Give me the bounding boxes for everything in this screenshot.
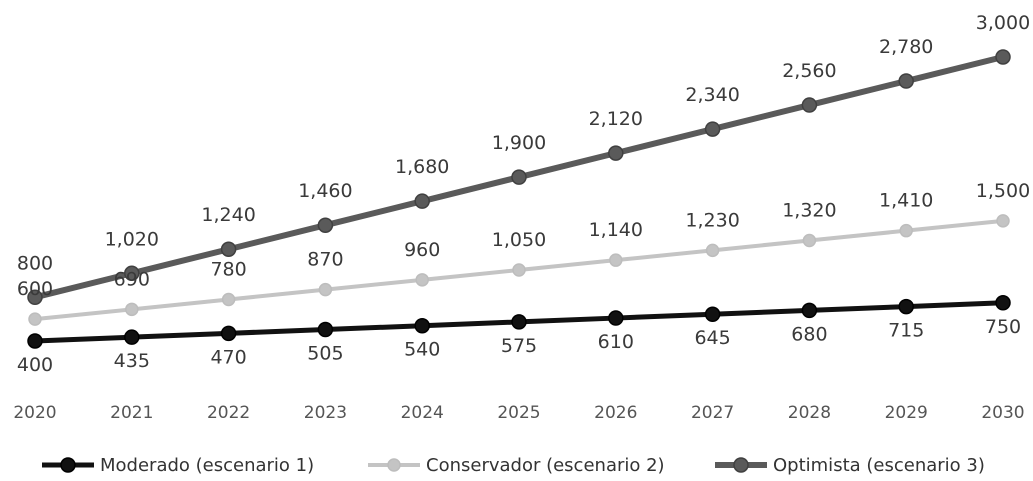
data-label-conservador: 1,230	[685, 209, 739, 231]
data-label-moderado: 435	[114, 350, 150, 372]
data-point-conservador	[28, 312, 42, 326]
data-point-optimista	[995, 49, 1011, 65]
data-label-moderado: 540	[404, 339, 440, 361]
data-label-optimista: 1,460	[298, 180, 352, 202]
legend-label: Moderado (escenario 1)	[100, 455, 314, 476]
x-tick-label: 2021	[110, 403, 153, 423]
x-tick-label: 2029	[885, 403, 928, 423]
x-tick-label: 2020	[13, 403, 56, 423]
data-label-moderado: 470	[210, 346, 246, 368]
data-label-optimista: 3,000	[976, 12, 1030, 34]
data-point-moderado	[220, 325, 237, 342]
x-tick-label: 2025	[497, 403, 540, 423]
data-label-moderado: 715	[888, 320, 924, 342]
data-label-optimista: 1,240	[201, 204, 255, 226]
x-tick-label: 2027	[691, 403, 734, 423]
data-point-optimista	[704, 121, 721, 137]
data-point-conservador	[125, 302, 139, 317]
data-point-optimista	[801, 97, 818, 113]
data-label-conservador: 960	[404, 239, 440, 261]
data-point-conservador	[996, 214, 1010, 228]
data-point-conservador	[705, 243, 720, 258]
data-point-optimista	[27, 289, 43, 306]
data-point-moderado	[511, 314, 527, 330]
data-point-moderado	[414, 317, 430, 334]
data-label-optimista: 2,340	[685, 84, 739, 106]
x-tick-label: 2026	[594, 403, 637, 423]
data-label-optimista: 800	[17, 252, 53, 274]
data-label-optimista: 2,560	[782, 60, 836, 82]
data-label-optimista: 1,020	[105, 228, 159, 250]
data-label-conservador: 780	[210, 258, 246, 280]
data-label-optimista: 1,900	[492, 132, 546, 154]
data-point-optimista	[898, 73, 914, 89]
legend-item-moderado: Moderado (escenario 1)	[42, 455, 314, 476]
legend-label: Optimista (escenario 3)	[773, 455, 985, 476]
data-point-moderado	[801, 302, 818, 319]
series-points	[27, 49, 1011, 349]
data-label-moderado: 680	[791, 323, 827, 345]
x-tick-label: 2022	[207, 403, 250, 423]
data-point-optimista	[414, 193, 430, 209]
data-point-conservador	[802, 233, 817, 248]
data-label-optimista: 2,780	[879, 36, 933, 58]
data-point-conservador	[318, 282, 333, 297]
data-point-conservador	[899, 223, 913, 238]
data-point-moderado	[608, 310, 624, 326]
data-point-conservador	[609, 253, 623, 267]
data-label-conservador: 1,050	[492, 229, 546, 251]
data-point-optimista	[317, 217, 334, 233]
data-label-moderado: 575	[501, 335, 537, 357]
data-label-conservador: 1,140	[589, 219, 643, 241]
data-label-conservador: 690	[114, 268, 150, 290]
legend-item-conservador: Conservador (escenario 2)	[368, 455, 665, 476]
x-tick-label: 2024	[401, 403, 444, 423]
data-point-optimista	[511, 169, 527, 185]
data-label-moderado: 645	[694, 327, 730, 349]
x-tick-label: 2028	[788, 403, 831, 423]
data-label-moderado: 610	[598, 331, 634, 353]
legend-item-optimista: Optimista (escenario 3)	[715, 455, 985, 476]
data-label-optimista: 1,680	[395, 156, 449, 178]
data-label-conservador: 1,500	[976, 180, 1030, 202]
x-axis-ticks: 2020 2021 2022 2023 2024 2025 2026 2027 2028 2029…	[13, 403, 1024, 423]
legend-label: Conservador (escenario 2)	[426, 455, 665, 476]
series-lines	[32, 54, 1006, 344]
data-label-moderado: 750	[985, 316, 1021, 338]
data-point-moderado	[704, 306, 721, 322]
data-point-conservador	[512, 263, 526, 277]
data-label-moderado: 505	[307, 343, 343, 365]
data-point-optimista	[608, 145, 624, 161]
data-point-moderado	[898, 298, 914, 315]
data-labels: 400 435 470 505 540 575 610 645 680 715 750 600 690 7…	[17, 12, 1030, 376]
data-point-moderado	[995, 295, 1011, 311]
data-point-moderado	[124, 329, 140, 345]
legend-swatch-marker	[733, 457, 749, 473]
data-label-conservador: 1,320	[782, 200, 836, 222]
legend-swatch-marker	[387, 458, 401, 472]
data-point-moderado	[317, 321, 334, 338]
x-tick-label: 2023	[304, 403, 347, 423]
data-label-conservador: 600	[17, 278, 53, 300]
data-label-conservador: 1,410	[879, 190, 933, 212]
data-label-optimista: 2,120	[589, 108, 643, 130]
data-point-conservador	[221, 292, 236, 307]
x-tick-label: 2030	[981, 403, 1024, 423]
legend-swatch-marker	[60, 457, 76, 473]
data-point-optimista	[124, 265, 140, 282]
data-label-moderado: 400	[17, 354, 53, 376]
data-point-optimista	[220, 241, 237, 257]
data-point-conservador	[415, 273, 429, 287]
data-label-conservador: 870	[307, 249, 343, 271]
data-point-moderado	[27, 333, 43, 349]
legend: Moderado (escenario 1) Conservador (escen…	[42, 455, 985, 476]
